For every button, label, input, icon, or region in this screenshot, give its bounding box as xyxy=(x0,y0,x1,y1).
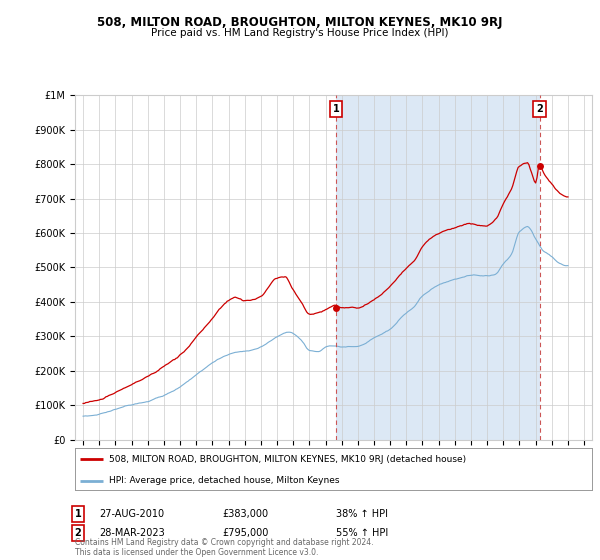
Bar xyxy=(336,95,539,440)
Text: 1: 1 xyxy=(332,104,340,114)
Text: £795,000: £795,000 xyxy=(222,528,268,538)
Text: 2: 2 xyxy=(74,528,82,538)
Text: 508, MILTON ROAD, BROUGHTON, MILTON KEYNES, MK10 9RJ: 508, MILTON ROAD, BROUGHTON, MILTON KEYN… xyxy=(97,16,503,29)
Text: Contains HM Land Registry data © Crown copyright and database right 2024.
This d: Contains HM Land Registry data © Crown c… xyxy=(75,538,373,557)
Text: 27-AUG-2010: 27-AUG-2010 xyxy=(99,509,164,519)
Text: Price paid vs. HM Land Registry's House Price Index (HPI): Price paid vs. HM Land Registry's House … xyxy=(151,28,449,38)
Text: 55% ↑ HPI: 55% ↑ HPI xyxy=(336,528,388,538)
Text: 508, MILTON ROAD, BROUGHTON, MILTON KEYNES, MK10 9RJ (detached house): 508, MILTON ROAD, BROUGHTON, MILTON KEYN… xyxy=(109,455,466,464)
Text: 28-MAR-2023: 28-MAR-2023 xyxy=(99,528,165,538)
Text: 38% ↑ HPI: 38% ↑ HPI xyxy=(336,509,388,519)
Text: £383,000: £383,000 xyxy=(222,509,268,519)
Text: 1: 1 xyxy=(74,509,82,519)
Text: HPI: Average price, detached house, Milton Keynes: HPI: Average price, detached house, Milt… xyxy=(109,476,339,486)
Text: 2: 2 xyxy=(536,104,543,114)
